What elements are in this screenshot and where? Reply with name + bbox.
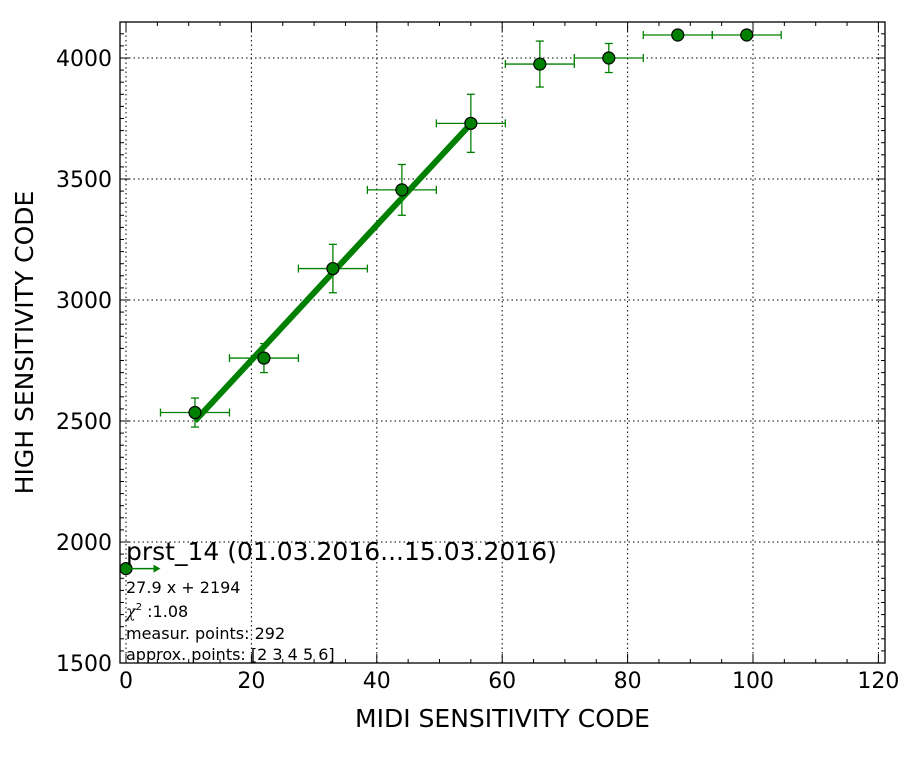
plot-frame — [119, 21, 886, 664]
data-points — [119, 28, 754, 576]
error-bars — [159, 31, 782, 428]
annotation-fit-label: 27.9 x + 2194 — [126, 578, 240, 597]
data-point — [602, 51, 616, 65]
y-tick-label: 1500 — [56, 652, 112, 677]
grid — [120, 22, 885, 663]
chi2-superscript: 2 — [136, 602, 142, 613]
major-ticks — [120, 22, 885, 664]
y-tick-label: 3500 — [56, 168, 112, 193]
data-point — [188, 405, 202, 420]
y-tick-label: 2500 — [56, 410, 112, 435]
annotation-approx-points: approx. points: [2 3 4 5 6] — [126, 645, 335, 664]
data-point — [740, 28, 754, 42]
data-point — [326, 261, 340, 276]
x-tick-label: 20 — [237, 669, 265, 694]
x-axis-label: MIDI SENSITIVITY CODE — [355, 704, 650, 733]
annotation-chi2: χ2 :1.08 — [125, 602, 188, 621]
arrow-layer — [126, 564, 161, 573]
x-tick-labels: 0 20 40 60 80 100 120 — [119, 669, 899, 694]
x-tick-label: 40 — [363, 669, 391, 694]
x-tick-label: 120 — [857, 669, 899, 694]
data-point — [257, 351, 271, 365]
x-tick-label: 0 — [119, 669, 133, 694]
chi2-value: :1.08 — [142, 602, 188, 621]
annotation-measur-points: measur. points: 292 — [126, 624, 285, 643]
x-tick-label: 60 — [488, 669, 516, 694]
x-tick-label: 80 — [614, 669, 642, 694]
arrow-head — [153, 564, 161, 573]
y-tick-label: 4000 — [56, 47, 112, 72]
y-axis-label: HIGH SENSITIVITY CODE — [10, 191, 39, 495]
x-tick-label: 100 — [732, 669, 774, 694]
data-point — [671, 28, 685, 42]
y-tick-labels: 1500 2000 2500 3000 3500 4000 — [56, 47, 112, 677]
data-point — [464, 116, 478, 130]
y-tick-label: 3000 — [56, 289, 112, 314]
data-point — [395, 183, 409, 197]
y-tick-label: 2000 — [56, 531, 112, 556]
data-point — [533, 57, 547, 71]
annotation-title: prst_14 (01.03.2016...15.03.2016) — [126, 537, 557, 566]
chi2-symbol: χ — [125, 602, 137, 621]
annotation-block: prst_14 (01.03.2016...15.03.2016) 27.9 x… — [125, 537, 557, 664]
minor-ticks — [120, 22, 885, 663]
